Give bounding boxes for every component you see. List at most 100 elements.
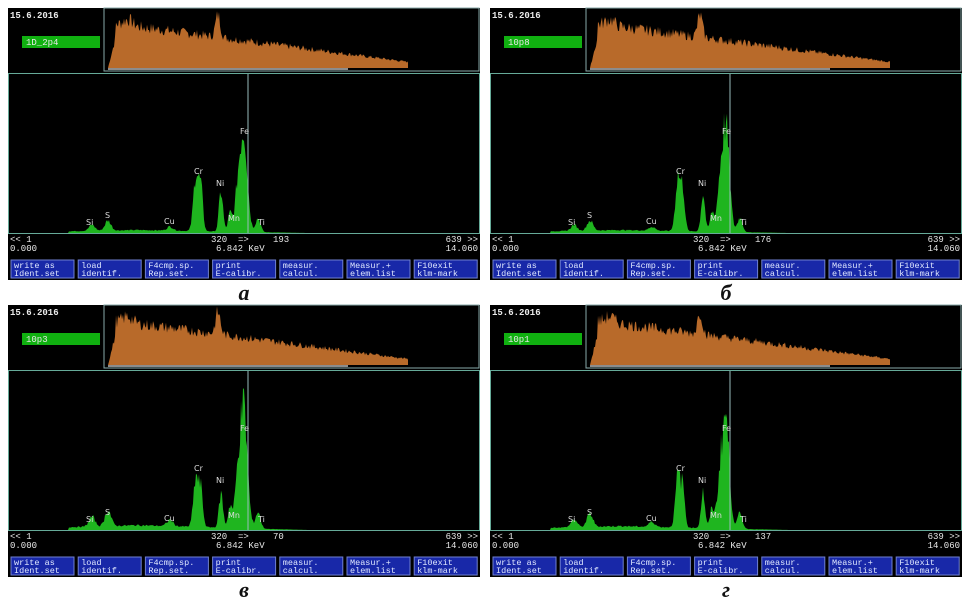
end-energy: 14.060 [446, 244, 478, 254]
button-label: E-calibr. [216, 566, 262, 576]
element-label: Si [86, 218, 93, 227]
button-label: klm-mark [899, 566, 940, 576]
element-label: Fe [722, 424, 731, 433]
end-energy: 14.060 [446, 541, 478, 551]
function-button[interactable]: F4cmp.sp.Rep.set. [627, 260, 690, 279]
function-button[interactable]: Measur.+elem.list [347, 557, 410, 576]
start-energy: 0.000 [492, 244, 519, 254]
spectrum-panel: 15.6.201610p3SiSCuCrNiMnFeTi<< 10.000320… [8, 305, 480, 577]
button-label: klm-mark [899, 269, 940, 279]
start-energy: 0.000 [10, 541, 37, 551]
element-label: Cr [676, 464, 686, 473]
date: 15.6.2016 [492, 11, 541, 21]
button-label: E-calibr. [216, 269, 262, 279]
button-label: calcul. [283, 566, 319, 576]
element-label: Mn [228, 214, 240, 223]
sample-label: 10p3 [26, 335, 48, 345]
element-label: Fe [240, 127, 249, 136]
sample-label: 10p1 [508, 335, 530, 345]
element-label: Cr [676, 167, 686, 176]
element-label: S [587, 211, 592, 220]
button-label: elem.list [350, 566, 396, 576]
button-label: identif. [81, 566, 122, 576]
caption: б [721, 280, 733, 305]
element-label: Cr [194, 167, 204, 176]
element-label: Ti [739, 218, 747, 227]
button-label: Rep.set. [630, 269, 671, 279]
function-button[interactable]: Measur.+elem.list [829, 557, 892, 576]
button-label: elem.list [832, 269, 878, 279]
function-button[interactable]: F4cmp.sp.Rep.set. [145, 557, 208, 576]
start-energy: 0.000 [10, 244, 37, 254]
element-label: Fe [722, 127, 731, 136]
spectrum-panel: 15.6.20161D_2p4SiSCuCrNiMnFeTi<< 10.0003… [8, 8, 480, 280]
counts: 193 [273, 235, 289, 245]
button-label: klm-mark [417, 269, 458, 279]
button-label: elem.list [832, 566, 878, 576]
button-label: Rep.set. [148, 269, 189, 279]
end-energy: 14.060 [928, 244, 960, 254]
function-button[interactable]: measur.calcul. [280, 260, 343, 279]
element-label: Ni [698, 476, 706, 485]
element-label: Ni [216, 476, 224, 485]
counts: 176 [755, 235, 771, 245]
button-label: calcul. [765, 566, 801, 576]
element-label: Ti [739, 515, 747, 524]
button-label: identif. [81, 269, 122, 279]
sample-label: 1D_2p4 [26, 38, 58, 48]
start-energy: 0.000 [492, 541, 519, 551]
element-label: Ni [698, 179, 706, 188]
button-label: Ident.set [14, 269, 60, 279]
element-label: S [105, 508, 110, 517]
element-label: Si [86, 515, 93, 524]
date: 15.6.2016 [10, 308, 59, 318]
function-button[interactable]: Measur.+elem.list [829, 260, 892, 279]
function-button[interactable]: measur.calcul. [762, 260, 825, 279]
function-button[interactable]: Measur.+elem.list [347, 260, 410, 279]
caption: а [239, 280, 250, 305]
button-label: Ident.set [496, 269, 542, 279]
counts: 70 [273, 532, 284, 542]
element-label: Cr [194, 464, 204, 473]
button-label: Rep.set. [630, 566, 671, 576]
button-label: E-calibr. [698, 566, 744, 576]
spectrum-panel: 15.6.201610p1SiSCuCrNiMnFeTi<< 10.000320… [490, 305, 962, 577]
function-button[interactable]: measur.calcul. [762, 557, 825, 576]
date: 15.6.2016 [492, 308, 541, 318]
button-label: identif. [563, 269, 604, 279]
counts: 137 [755, 532, 771, 542]
function-button[interactable]: measur.calcul. [280, 557, 343, 576]
function-button[interactable]: F4cmp.sp.Rep.set. [627, 557, 690, 576]
cursor-energy: 6.842 KeV [698, 244, 747, 254]
button-label: calcul. [765, 269, 801, 279]
function-button[interactable]: F4cmp.sp.Rep.set. [145, 260, 208, 279]
element-label: S [587, 508, 592, 517]
caption: г [722, 577, 730, 602]
element-label: Fe [240, 424, 249, 433]
element-label: Cu [646, 514, 657, 523]
element-label: Si [568, 218, 575, 227]
sample-label: 10p8 [508, 38, 530, 48]
element-label: Cu [164, 514, 175, 523]
element-label: Mn [710, 511, 722, 520]
element-label: Ti [257, 515, 265, 524]
button-label: identif. [563, 566, 604, 576]
element-label: Mn [710, 214, 722, 223]
caption: в [239, 577, 249, 602]
